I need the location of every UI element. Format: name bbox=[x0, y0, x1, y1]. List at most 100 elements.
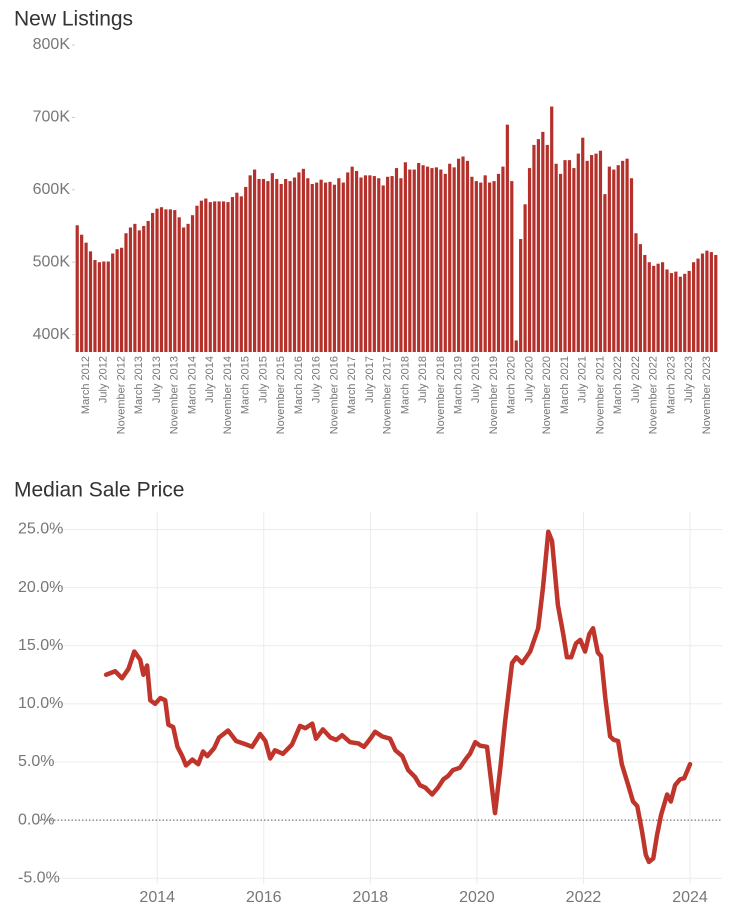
x-tick-label: July 2014 bbox=[204, 356, 216, 403]
bar bbox=[430, 168, 434, 352]
y-tick-label: 0.0% bbox=[18, 811, 54, 828]
x-tick-label: November 2017 bbox=[382, 356, 394, 434]
bar bbox=[479, 182, 483, 352]
bar bbox=[128, 227, 133, 352]
y-tick-label: 25.0% bbox=[18, 521, 63, 538]
bar bbox=[523, 204, 527, 352]
x-tick-label: March 2021 bbox=[559, 356, 571, 414]
bar bbox=[456, 158, 461, 352]
x-tick-label: November 2014 bbox=[222, 356, 234, 434]
bar bbox=[541, 131, 545, 352]
bar bbox=[603, 194, 607, 352]
bar bbox=[714, 254, 718, 352]
x-tick-label: 2018 bbox=[353, 889, 389, 906]
bar bbox=[705, 250, 709, 352]
y-tick-label: 700K bbox=[33, 109, 71, 126]
bar bbox=[448, 163, 452, 352]
bar bbox=[386, 176, 390, 352]
x-tick-label: July 2023 bbox=[683, 356, 695, 403]
bar bbox=[678, 276, 682, 352]
bar bbox=[532, 144, 536, 352]
bar bbox=[594, 153, 598, 352]
y-tick-label: 10.0% bbox=[18, 695, 63, 712]
bar bbox=[244, 186, 248, 352]
bar bbox=[590, 155, 594, 352]
x-tick-label: July 2019 bbox=[470, 356, 482, 403]
bar bbox=[674, 271, 678, 352]
bar bbox=[350, 166, 354, 352]
bar bbox=[488, 182, 492, 352]
bar bbox=[164, 209, 168, 352]
chart-title: New Listings bbox=[14, 8, 133, 31]
x-tick-label: 2024 bbox=[672, 889, 708, 906]
bar bbox=[363, 175, 368, 352]
bar bbox=[93, 260, 97, 352]
x-tick-label: November 2022 bbox=[648, 356, 660, 434]
bar bbox=[204, 198, 208, 352]
bar bbox=[323, 182, 328, 352]
bar bbox=[563, 160, 567, 352]
y-tick-label: 5.0% bbox=[18, 753, 54, 770]
bar bbox=[669, 273, 674, 352]
bar bbox=[190, 215, 195, 352]
x-tick-label: November 2012 bbox=[115, 356, 127, 434]
bar bbox=[381, 185, 385, 352]
x-tick-label: November 2020 bbox=[541, 356, 553, 434]
bar bbox=[638, 244, 642, 352]
x-tick-label: March 2023 bbox=[665, 356, 677, 414]
bar bbox=[461, 156, 465, 352]
bar bbox=[88, 251, 93, 352]
x-tick-label: March 2019 bbox=[452, 356, 464, 414]
x-tick-label: July 2016 bbox=[311, 356, 323, 403]
bar bbox=[346, 172, 350, 352]
bar bbox=[319, 179, 323, 352]
bar bbox=[75, 225, 79, 352]
y-tick-label: 600K bbox=[33, 181, 71, 198]
x-tick-label: 2022 bbox=[566, 889, 602, 906]
bar bbox=[412, 169, 416, 352]
bar bbox=[226, 202, 230, 352]
x-tick-label: July 2015 bbox=[257, 356, 269, 403]
bar bbox=[421, 165, 425, 352]
x-tick-label: November 2016 bbox=[328, 356, 340, 434]
bar bbox=[186, 223, 190, 352]
bar bbox=[634, 233, 638, 352]
bar bbox=[306, 178, 310, 352]
bar bbox=[182, 227, 186, 352]
x-tick-label: July 2020 bbox=[523, 356, 535, 403]
bar bbox=[585, 160, 589, 352]
bar bbox=[696, 258, 700, 352]
bar bbox=[687, 270, 691, 352]
x-tick-label: July 2017 bbox=[364, 356, 376, 403]
x-tick-label: March 2016 bbox=[293, 356, 305, 414]
bar bbox=[253, 169, 257, 352]
x-tick-label: 2014 bbox=[139, 889, 175, 906]
bar bbox=[660, 262, 665, 352]
bar bbox=[629, 178, 634, 352]
x-tick-label: July 2013 bbox=[151, 356, 163, 403]
bar bbox=[270, 173, 274, 352]
bar bbox=[394, 168, 399, 352]
bar bbox=[643, 254, 647, 352]
bar bbox=[213, 201, 217, 352]
x-tick-label: March 2013 bbox=[133, 356, 145, 414]
bar bbox=[84, 242, 88, 352]
bar bbox=[279, 184, 283, 352]
bar bbox=[137, 230, 141, 352]
bar bbox=[616, 165, 620, 352]
x-tick-label: November 2018 bbox=[435, 356, 447, 434]
x-tick-label: March 2018 bbox=[399, 356, 411, 414]
x-tick-label: March 2022 bbox=[612, 356, 624, 414]
bar bbox=[465, 160, 470, 352]
bar bbox=[576, 153, 580, 352]
bar bbox=[310, 184, 314, 352]
bar bbox=[505, 124, 509, 352]
bar bbox=[399, 178, 403, 352]
bar bbox=[284, 178, 288, 352]
x-tick-label: March 2020 bbox=[506, 356, 518, 414]
bar bbox=[354, 170, 359, 352]
bar bbox=[598, 150, 603, 352]
x-tick-label: November 2023 bbox=[701, 356, 713, 434]
